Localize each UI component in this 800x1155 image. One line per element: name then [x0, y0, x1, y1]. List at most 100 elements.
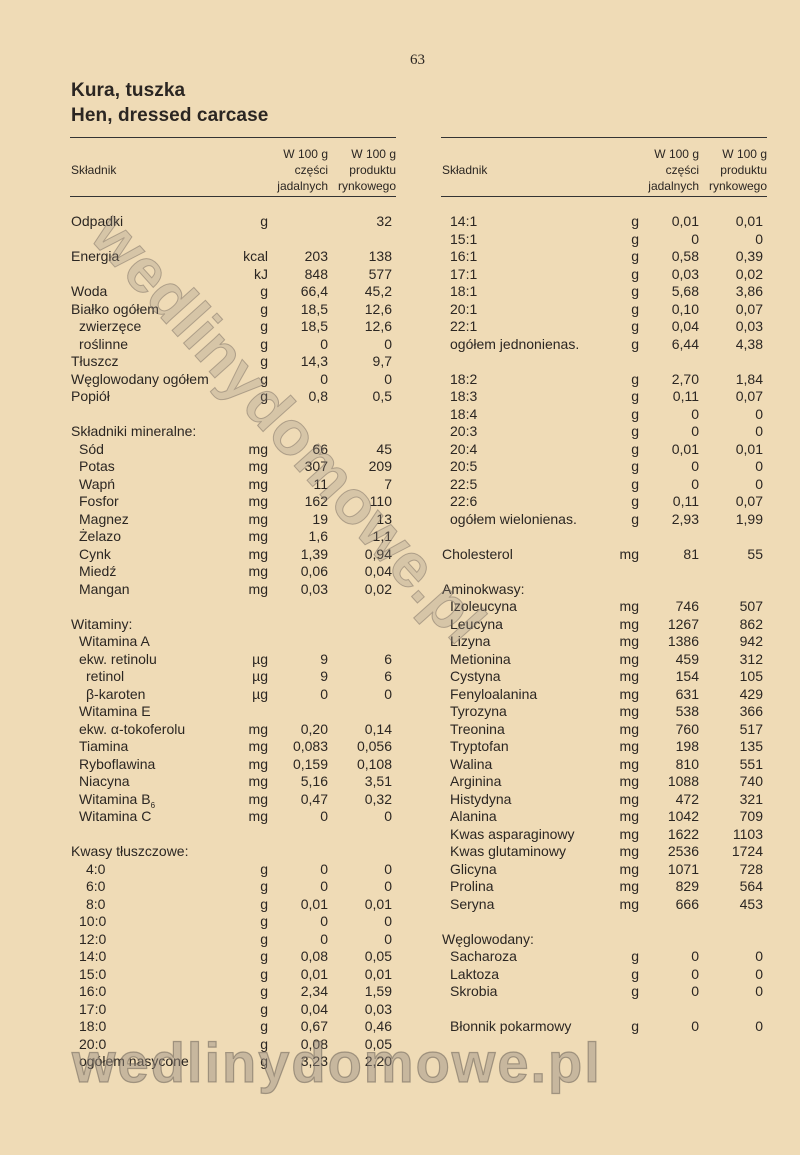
row-label: 20:3 — [450, 423, 478, 439]
value-market: 0 — [755, 475, 763, 492]
row-label: Kwas glutaminowy — [450, 843, 566, 859]
table-row: Lizyna mg 1386 942 — [441, 633, 767, 651]
value-market: 2,20 — [364, 1053, 392, 1069]
header-edible-part: W 100 g części jadalnych — [648, 147, 699, 193]
table-row: Węglowodany ogółem g 0 0 — [70, 371, 396, 389]
row-label: Białko ogółem — [71, 300, 159, 317]
table-header: Składnik W 100 g części jadalnych W 100 … — [441, 146, 767, 194]
table-row: Magnez mg 19 13 — [70, 511, 396, 529]
table-row: 14:1 g 0,01 0,01 — [441, 213, 767, 231]
value-market: 429 — [739, 685, 763, 702]
value-edible: 0 — [320, 930, 328, 947]
row-unit: mg — [619, 825, 639, 842]
value-edible: 0,03 — [300, 580, 328, 597]
row-unit: g — [631, 423, 639, 439]
row-unit: mg — [248, 580, 268, 597]
value-market: 0,01 — [735, 440, 763, 457]
row-unit: g — [260, 388, 268, 404]
row-label: Witamina E — [79, 703, 151, 719]
table-row: Fenyloalanina mg 631 429 — [441, 686, 767, 704]
row-label: 20:4 — [450, 440, 478, 457]
table-row: 20:1 g 0,10 0,07 — [441, 301, 767, 319]
table-row: 17:0 g 0,04 0,03 — [70, 1001, 396, 1019]
row-unit: g — [260, 213, 268, 229]
value-market: 209 — [368, 458, 392, 474]
value-market: 1,1 — [372, 528, 392, 544]
row-label: Kwasy tłuszczowe: — [71, 843, 189, 859]
row-unit: g — [631, 510, 639, 527]
value-edible: 0,20 — [300, 720, 328, 737]
value-edible: 0,8 — [308, 388, 328, 404]
table-row: Białko ogółem g 18,5 12,6 — [70, 301, 396, 319]
row-label: Mangan — [79, 580, 130, 597]
row-label: 14:1 — [450, 213, 478, 229]
table-row: ogółem wielonienas. g 2,93 1,99 — [441, 511, 767, 529]
value-market: 6 — [384, 650, 392, 667]
header-rule-top — [70, 137, 396, 138]
table-row: β-karoten µg 0 0 — [70, 686, 396, 704]
row-label: Cystyna — [450, 668, 501, 684]
value-edible: 0,47 — [300, 790, 328, 807]
value-market: 45,2 — [364, 283, 392, 299]
value-edible: 18,5 — [300, 300, 328, 317]
value-market: 0,03 — [364, 1000, 392, 1017]
value-market: 45 — [376, 440, 392, 457]
row-unit: mg — [619, 755, 639, 772]
row-label: Błonnik pokarmowy — [450, 1018, 572, 1034]
table-row: Tiamina mg 0,083 0,056 — [70, 738, 396, 756]
value-market: 1,84 — [735, 370, 763, 387]
value-market: 312 — [739, 650, 763, 667]
value-market: 0 — [384, 685, 392, 702]
row-unit: mg — [248, 755, 268, 772]
table-row: 12:0 g 0 0 — [70, 931, 396, 949]
value-edible: 0 — [320, 370, 328, 387]
value-edible: 6,44 — [671, 335, 699, 352]
value-market: 0 — [384, 808, 392, 824]
row-label: 18:0 — [79, 1018, 107, 1034]
value-market: 453 — [739, 895, 763, 912]
row-label: Cholesterol — [442, 545, 513, 562]
value-market: 0,07 — [735, 388, 763, 404]
row-unit: mg — [619, 685, 639, 702]
row-unit: mg — [248, 510, 268, 527]
table-row: Leucyna mg 1267 862 — [441, 616, 767, 634]
spacer-row — [441, 528, 767, 546]
table-row: Błonnik pokarmowy g 0 0 — [441, 1018, 767, 1036]
table-row: Alanina mg 1042 709 — [441, 808, 767, 826]
table-row: 20:5 g 0 0 — [441, 458, 767, 476]
row-label: Energia — [71, 248, 120, 264]
row-label: Tryptofan — [450, 738, 509, 754]
row-unit: mg — [619, 808, 639, 824]
table-row: Cystyna mg 154 105 — [441, 668, 767, 686]
value-market: 0,32 — [364, 790, 392, 807]
value-market: 0 — [384, 878, 392, 894]
row-unit: g — [631, 475, 639, 492]
row-label: Witamina B6 — [79, 791, 155, 814]
header-rule-bottom — [70, 196, 396, 197]
value-edible: 0,01 — [300, 965, 328, 982]
row-label: Wapń — [79, 475, 116, 492]
table-row: 6:0 g 0 0 — [70, 878, 396, 896]
table-row: Witaminy: — [70, 616, 396, 634]
row-unit: g — [631, 405, 639, 422]
row-label: Aminokwasy: — [442, 580, 525, 597]
page-number: 63 — [410, 52, 425, 68]
value-edible: 631 — [675, 685, 699, 702]
value-edible: 162 — [304, 493, 328, 509]
value-market: 0,07 — [735, 300, 763, 317]
row-label: Węglowodany ogółem — [71, 370, 209, 387]
row-label: Arginina — [450, 773, 502, 789]
row-label: Treonina — [450, 720, 505, 737]
row-label: Histydyna — [450, 790, 512, 807]
row-unit: g — [631, 265, 639, 282]
row-label: Ryboflawina — [79, 755, 156, 772]
table-row: Popiół g 0,8 0,5 — [70, 388, 396, 406]
row-label: Leucyna — [450, 615, 503, 632]
header-market-product: W 100 g produktu rynkowego — [708, 147, 767, 193]
table-row: ekw. retinolu µg 9 6 — [70, 651, 396, 669]
row-label: 17:1 — [450, 265, 478, 282]
row-label: 18:1 — [450, 283, 478, 299]
value-market: 321 — [739, 790, 763, 807]
table-row: 4:0 g 0 0 — [70, 861, 396, 879]
table-row: 17:1 g 0,03 0,02 — [441, 266, 767, 284]
